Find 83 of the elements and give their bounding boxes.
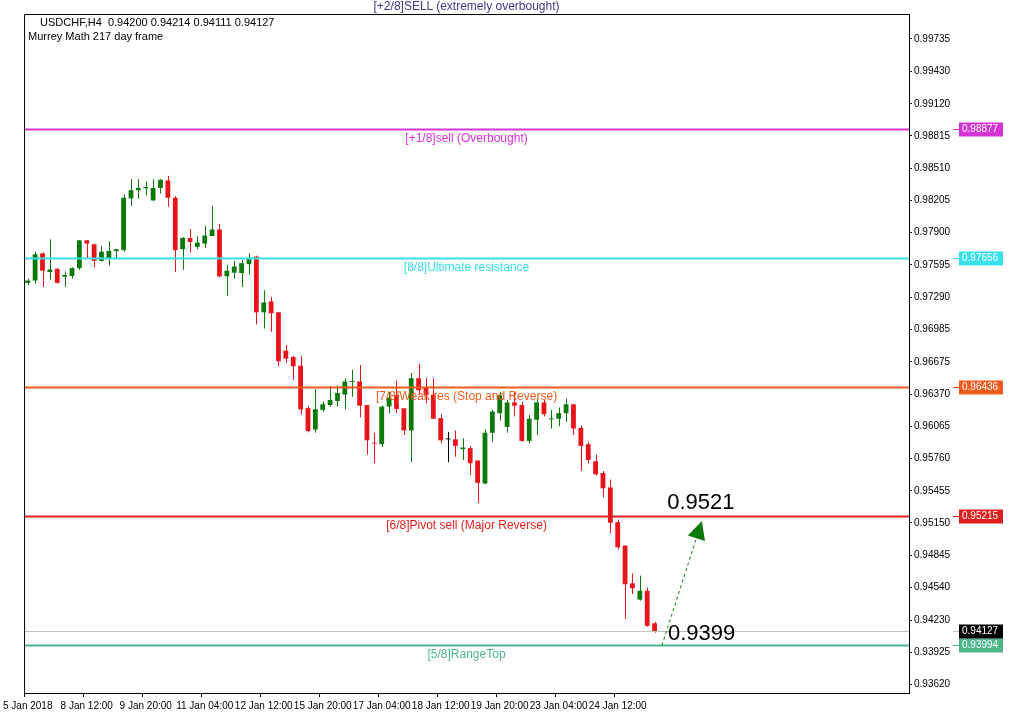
annotation: 0.9399 (667, 619, 736, 645)
text: 0.94127 (962, 625, 999, 637)
candlestick (438, 413, 444, 445)
candlestick (349, 369, 355, 398)
chart-title: USDCHF,H4 0.94200 0.94214 0.94111 0.94127 (40, 15, 275, 28)
x-tick-label: 19 Jan 20:00 (470, 699, 530, 711)
candlestick (593, 454, 598, 476)
candlestick (224, 264, 230, 297)
y-tick-label: 0.93925 (914, 646, 951, 658)
candlestick (106, 240, 112, 267)
candlestick (467, 445, 473, 476)
y-tick-label: 0.96065 (914, 420, 951, 432)
ref-line-label: [+1/8]sell (Overbought) (405, 130, 528, 145)
y-tick-label: 0.98205 (914, 194, 951, 206)
candlestick (135, 178, 141, 200)
candlestick (453, 429, 458, 458)
candlestick (209, 205, 215, 237)
x-tick-label: 9 Jan 20:00 (119, 699, 173, 711)
text: [+2/8]SELL (extremely overbought) (373, 0, 560, 14)
text: 0.98877 (962, 123, 999, 135)
y-tick-label: 0.98510 (914, 161, 951, 173)
x-tick-label: 17 Jan 04:00 (352, 699, 412, 711)
candlestick (475, 460, 480, 504)
y-tick-label: 0.97290 (914, 290, 951, 302)
y-tick-label: 0.99735 (914, 32, 951, 44)
text: 0.96436 (962, 381, 999, 393)
ref-line-label: [5/8]RangeTop (427, 646, 506, 661)
y-tick-label: 0.95150 (914, 516, 951, 528)
y-tick-label: 0.94845 (914, 548, 951, 560)
x-tick-label: 12 Jan 12:00 (234, 699, 294, 711)
candlestick (268, 296, 274, 333)
candlestick (401, 407, 407, 436)
candlestick (150, 178, 156, 202)
y-tick-label: 0.96370 (914, 387, 951, 399)
ref-line-label: [6/8]Pivot sell (Major Reverse) (386, 517, 547, 532)
candlestick (290, 355, 296, 381)
candlestick (283, 344, 289, 364)
candlestick (165, 175, 171, 208)
candlestick (460, 437, 466, 461)
x-tick-label: 5 Jan 2018 (3, 699, 53, 711)
candlestick (489, 409, 495, 443)
ref-line-label: [8/8]Ultimate resistance (403, 259, 530, 274)
text: 0.93994 (962, 639, 999, 651)
text: Murrey Math 217 day frame (28, 29, 164, 42)
y-tick-label: 0.95760 (914, 452, 951, 464)
candlestick (47, 238, 53, 281)
y-tick-label: 0.96675 (914, 355, 951, 367)
y-tick-label: 0.99120 (914, 97, 951, 109)
y-tick-label: 0.93620 (914, 678, 951, 690)
y-tick-label: 0.95455 (914, 484, 951, 496)
x-tick-label: 18 Jan 12:00 (411, 699, 471, 711)
x-tick-label: 23 Jan 04:00 (529, 699, 589, 711)
candlestick (342, 377, 348, 410)
candlestick (526, 414, 532, 445)
x-tick-label: 15 Jan 20:00 (293, 699, 353, 711)
candlestick (239, 259, 245, 288)
y-tick-label: 0.97900 (914, 226, 951, 238)
candlestick (180, 236, 186, 271)
x-tick-label: 11 Jan 04:00 (176, 699, 234, 711)
text: 0.97656 (962, 252, 999, 264)
y-tick-label: 0.99430 (914, 64, 951, 76)
y-tick-label: 0.97595 (914, 258, 951, 270)
candlestick (261, 289, 267, 330)
x-tick-label: 24 Jan 12:00 (588, 699, 648, 711)
candlestick (202, 225, 208, 249)
candlestick (548, 409, 554, 430)
candlestick (556, 407, 562, 427)
y-tick-label: 0.94230 (914, 613, 951, 625)
annotation: 0.9521 (667, 488, 735, 514)
y-tick-label: 0.96985 (914, 322, 951, 334)
candlestick (637, 575, 643, 602)
candlestick (335, 384, 340, 408)
candlestick (585, 441, 591, 464)
y-tick-label: 0.94540 (914, 581, 951, 593)
candlestick (40, 251, 45, 288)
candlestick (630, 572, 635, 595)
x-tick-label: 8 Jan 12:00 (60, 699, 114, 711)
candlestick (578, 424, 584, 472)
candlestick (371, 432, 377, 464)
text: 0.95215 (962, 510, 999, 522)
candlestick (312, 388, 318, 434)
y-tick-label: 0.98815 (914, 129, 951, 141)
candlestick (327, 385, 333, 408)
